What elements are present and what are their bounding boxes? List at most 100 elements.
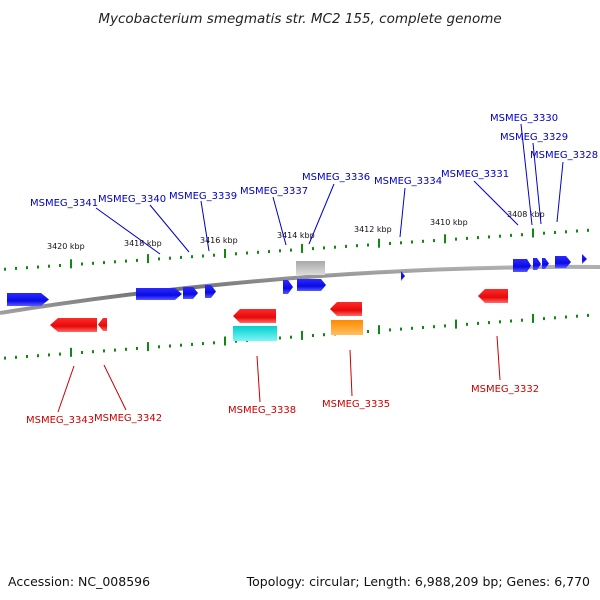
rna-feature-cyan[interactable] [233,326,277,341]
outer-minor-tick [158,257,160,261]
topology-text: Topology: circular; Length: 6,988,209 bp… [246,574,590,589]
outer-minor-tick [15,266,17,270]
inner-minor-tick [4,356,6,360]
outer-minor-tick [180,255,182,259]
gene-arrow-msmeg-3343[interactable] [50,318,97,332]
inner-minor-tick [466,322,468,326]
outer-minor-tick [169,256,171,260]
outer-minor-tick [477,236,479,240]
gene-label-msmeg-3343[interactable]: MSMEG_3343 [26,415,94,426]
inner-minor-tick [158,345,160,349]
gene-arrow-msmeg-3339[interactable] [183,287,198,299]
inner-major-tick [70,347,72,357]
outer-minor-tick [290,248,292,252]
rna-feature-orange[interactable] [331,320,363,335]
outer-minor-tick [510,233,512,237]
inner-minor-tick [37,354,39,358]
inner-minor-tick [389,328,391,332]
rna-feature-gray[interactable] [296,261,325,275]
leader-line-msmeg-3332 [496,335,501,381]
gene-arrow-msmeg-3331[interactable] [513,259,531,272]
gene-label-msmeg-3335[interactable]: MSMEG_3335 [322,399,390,410]
inner-minor-tick [312,334,314,337]
outer-minor-tick [81,262,83,266]
leader-line-msmeg-3328 [556,161,564,223]
leader-line-msmeg-3329 [532,142,542,225]
gene-arrow-msmeg-3335[interactable] [330,302,362,316]
inner-major-tick [378,325,380,335]
leader-line-msmeg-3331 [473,180,519,226]
gene-label-msmeg-3339[interactable]: MSMEG_3339 [169,191,237,202]
outer-minor-tick [202,254,204,258]
gene-arrow-msmeg-3329[interactable] [542,258,549,269]
leader-line-msmeg-3343 [57,365,75,413]
inner-major-tick [147,342,149,352]
leader-line-msmeg-3335 [349,349,353,397]
gene-arrow-msmeg-3338[interactable] [233,309,276,323]
gene-arrow-msmeg-3336[interactable] [297,279,326,291]
gene-label-msmeg-3334[interactable]: MSMEG_3334 [374,176,442,187]
inner-minor-tick [290,335,292,339]
outer-minor-tick [345,244,347,248]
inner-minor-tick [587,313,589,317]
gene-label-msmeg-3329[interactable]: MSMEG_3329 [500,132,568,143]
outer-minor-tick [136,258,138,262]
outer-minor-tick [422,239,424,243]
gene-label-msmeg-3337[interactable]: MSMEG_3337 [240,186,308,197]
outer-minor-tick [323,246,325,250]
outer-minor-tick [213,253,215,257]
outer-minor-tick [499,234,501,238]
outer-minor-tick [37,265,39,269]
scale-label-3408: 3408 kbp [507,210,545,219]
reverse-gene-labels: MSMEG_3343 MSMEG_3342 MSMEG_3338 MSMEG_3… [26,335,539,426]
gene-arrow-msmeg-3337[interactable] [283,280,293,294]
gene-label-msmeg-3336[interactable]: MSMEG_3336 [302,172,370,183]
inner-minor-tick [411,326,413,330]
gene-arrow-msmeg-3334[interactable] [401,271,405,281]
gene-arrow-msmeg-3339b[interactable] [205,285,216,298]
outer-minor-tick [268,250,270,254]
gene-arrow-msmeg-3342[interactable] [98,318,107,331]
leader-line-msmeg-3339 [200,200,210,252]
outer-minor-tick [257,250,259,254]
inner-minor-tick [59,352,61,356]
outer-minor-tick [48,264,50,268]
gene-label-msmeg-3341[interactable]: MSMEG_3341 [30,198,98,209]
gene-arrow-msmeg-3330[interactable] [533,258,541,270]
gene-label-msmeg-3340[interactable]: MSMEG_3340 [98,194,166,205]
outer-minor-tick [400,241,402,245]
gene-label-msmeg-3332[interactable]: MSMEG_3332 [471,384,539,395]
outer-minor-tick [576,229,578,233]
inner-minor-tick [191,342,193,346]
outer-minor-tick [433,239,435,243]
forward-strand-features [7,254,587,306]
gene-label-msmeg-3342[interactable]: MSMEG_3342 [94,413,162,424]
gene-label-msmeg-3338[interactable]: MSMEG_3338 [228,405,296,416]
inner-minor-tick [180,343,182,347]
gene-arrow-msmeg-3341[interactable] [7,293,49,306]
outer-minor-tick [235,252,237,256]
gene-arrow-msmeg-3340[interactable] [136,288,182,300]
inner-minor-tick [48,353,50,357]
gene-arrow-msmeg-3328[interactable] [555,256,571,268]
gene-label-msmeg-3328[interactable]: MSMEG_3328 [530,150,598,161]
gene-label-msmeg-3330[interactable]: MSMEG_3330 [490,113,558,124]
outer-minor-tick [554,231,556,234]
gene-arrow-msmeg-3332[interactable] [478,289,508,303]
outer-minor-tick [488,235,490,239]
inner-minor-tick [367,330,369,333]
inner-minor-tick [323,333,325,337]
inner-minor-tick [422,326,424,329]
outer-major-tick [224,249,226,258]
map-title: Mycobacterium smegmatis str. MC2 155, co… [98,11,501,27]
inner-minor-tick [15,355,17,359]
leader-line-msmeg-3340 [149,204,190,253]
inner-minor-tick [510,319,512,323]
gene-arrow-msmeg-3327[interactable] [582,254,587,264]
outer-minor-tick [191,255,193,259]
outer-minor-tick [455,237,457,241]
leader-line-msmeg-3341 [95,207,161,255]
gene-label-msmeg-3331[interactable]: MSMEG_3331 [441,169,509,180]
outer-minor-tick [26,266,28,270]
inner-minor-tick [400,327,402,331]
